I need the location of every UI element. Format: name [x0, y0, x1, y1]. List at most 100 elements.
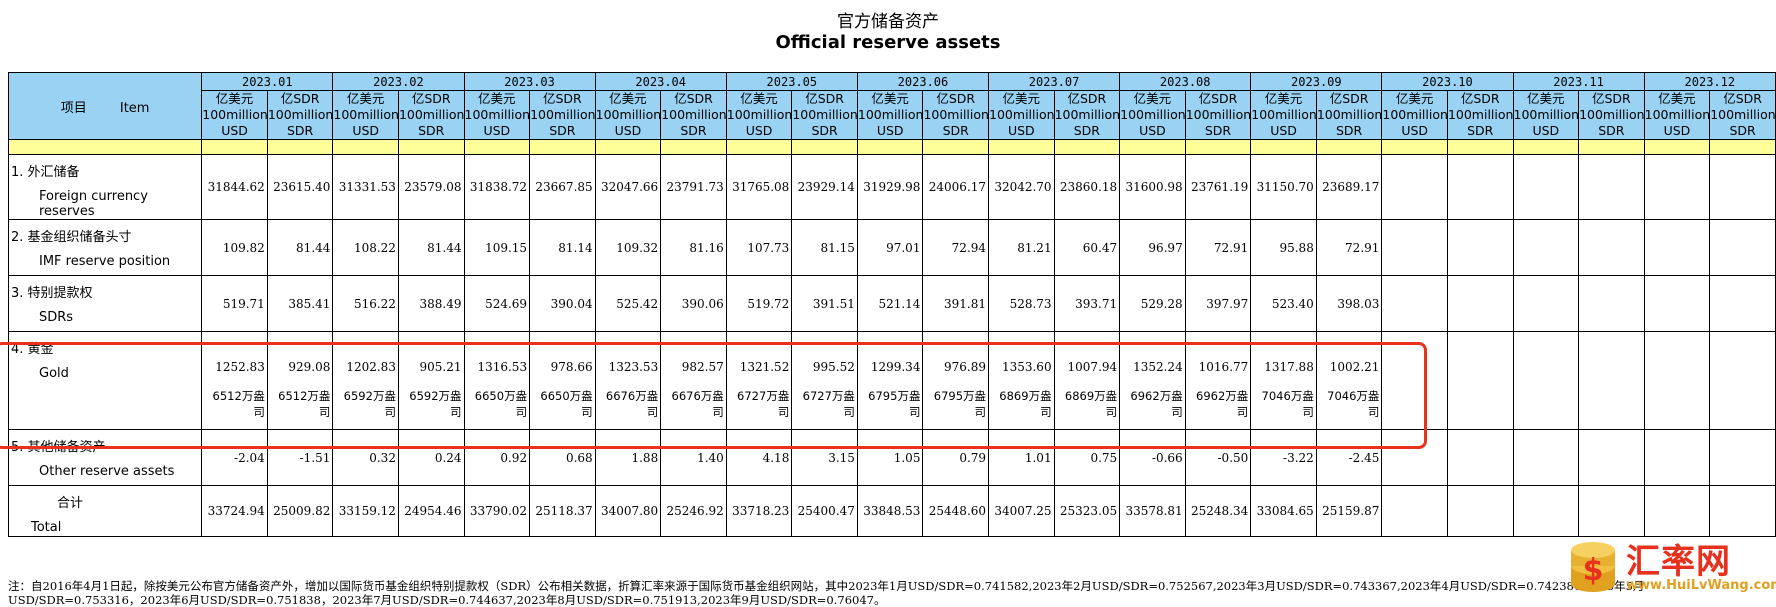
- value-cell: 0.68: [529, 429, 596, 486]
- month-header: 2023.07: [988, 72, 1121, 91]
- value-cell: 31844.62: [201, 154, 268, 220]
- unit-line: 亿SDR: [411, 91, 451, 107]
- svg-text:$: $: [1583, 553, 1604, 588]
- unit-line: SDR: [811, 123, 838, 138]
- value-cell: 1007.94 6869万盎司: [1053, 331, 1121, 430]
- value-cell: 81.21: [988, 219, 1055, 276]
- unit-line: 100million: [202, 107, 268, 122]
- ounce-text: 6795万盎司: [868, 389, 921, 419]
- table-row: 2. 基金组织储备头寸 IMF reserve position 109.82 81.…: [7, 219, 1776, 276]
- empty-cell: [1578, 485, 1645, 537]
- value-cell: 23791.73: [660, 154, 727, 220]
- value-cell: 107.73: [725, 219, 793, 276]
- value-cell: -2.45: [1315, 429, 1383, 486]
- unit-line: 亿美元: [740, 91, 778, 107]
- empty-cell: [1643, 331, 1711, 430]
- value-cell: 390.04: [529, 275, 596, 332]
- value-cell: 33159.12: [332, 485, 399, 537]
- unit-sdr-header: 亿SDR 100million SDR: [397, 90, 465, 140]
- value-text: 1316.53: [477, 360, 528, 374]
- ounce-text: 6795万盎司: [933, 389, 987, 419]
- unit-line: 亿SDR: [542, 91, 582, 107]
- empty-cell: [1381, 154, 1448, 220]
- value-cell: 25159.87: [1315, 485, 1383, 537]
- unit-line: SDR: [1729, 123, 1756, 138]
- yellow-band-cell: [1184, 139, 1252, 155]
- value-cell: 25118.37: [529, 485, 596, 537]
- value-cell: 0.79: [922, 429, 990, 486]
- value-cell: 385.41: [266, 275, 334, 332]
- yellow-band: [7, 139, 203, 155]
- value-cell: 23579.08: [397, 154, 465, 220]
- value-cell: 391.51: [791, 275, 858, 332]
- month-header: 2023.02: [332, 72, 465, 91]
- yellow-band-cell: [725, 139, 793, 155]
- ounce-text: 6592万盎司: [343, 389, 396, 419]
- month-header: 2023.03: [463, 72, 596, 91]
- ounce-text: 6869万盎司: [1064, 389, 1118, 419]
- value-cell: 72.91: [1315, 219, 1383, 276]
- yellow-band-cell: [1512, 139, 1580, 155]
- empty-cell: [1512, 154, 1580, 220]
- unit-line: 100million: [1316, 107, 1382, 122]
- yellow-band-cell: [266, 139, 334, 155]
- unit-line: 亿SDR: [936, 91, 976, 107]
- unit-line: 100million: [792, 107, 858, 122]
- value-text: 929.08: [288, 360, 331, 374]
- unit-line: 亿美元: [1527, 91, 1565, 107]
- empty-cell: [1578, 219, 1645, 276]
- unit-line: USD: [1401, 123, 1429, 138]
- value-text: 1323.53: [608, 360, 659, 374]
- ounce-text: 6727万盎司: [802, 389, 855, 419]
- value-text: 982.57: [681, 360, 724, 374]
- unit-line: 100million: [923, 107, 989, 122]
- value-text: 1007.94: [1067, 360, 1118, 374]
- unit-line: SDR: [418, 123, 445, 138]
- value-cell: -0.66: [1119, 429, 1186, 486]
- value-cell: 519.71: [201, 275, 268, 332]
- unit-usd-header: 亿美元 100million USD: [1643, 90, 1711, 140]
- value-cell: 1323.53 6676万盎司: [594, 331, 662, 430]
- unit-line: 100million: [989, 107, 1055, 122]
- unit-line: USD: [1007, 123, 1035, 138]
- value-cell: 81.44: [397, 219, 465, 276]
- value-cell: 1252.83 6512万盎司: [201, 331, 268, 430]
- value-text: 1016.77: [1198, 360, 1249, 374]
- value-cell: 1.88: [594, 429, 662, 486]
- unit-line: 100million: [1710, 107, 1776, 122]
- empty-cell: [1512, 331, 1580, 430]
- value-cell: 1353.60 6869万盎司: [988, 331, 1055, 430]
- value-cell: -3.22: [1250, 429, 1317, 486]
- value-cell: 25400.47: [791, 485, 858, 537]
- yellow-band-cell: [1578, 139, 1645, 155]
- value-cell: 31600.98: [1119, 154, 1186, 220]
- value-cell: 397.97: [1184, 275, 1252, 332]
- ounce-text: 7046万盎司: [1327, 389, 1380, 419]
- row-label-en: Gold: [39, 366, 69, 381]
- unit-line: 100million: [1579, 107, 1645, 122]
- value-cell: 95.88: [1250, 219, 1317, 276]
- month-header: 2023.11: [1512, 72, 1645, 91]
- value-cell: 1.01: [988, 429, 1055, 486]
- empty-cell: [1381, 429, 1448, 486]
- row-label: 合计 Total: [7, 485, 203, 537]
- value-cell: 34007.80: [594, 485, 662, 537]
- month-header: 2023.01: [201, 72, 334, 91]
- unit-usd-header: 亿美元 100million USD: [594, 90, 662, 140]
- item-header: 项目 Item: [7, 72, 203, 140]
- value-cell: 81.14: [529, 219, 596, 276]
- value-text: 1002.21: [1329, 360, 1380, 374]
- value-text: 1317.88: [1264, 360, 1314, 374]
- ounce-text: 6650万盎司: [474, 389, 528, 419]
- ounce-text: 6727万盎司: [737, 389, 790, 419]
- value-cell: 81.15: [791, 219, 858, 276]
- row-label-en: SDRs: [39, 310, 74, 325]
- empty-cell: [1381, 331, 1448, 430]
- value-cell: 25323.05: [1053, 485, 1121, 537]
- unit-line: 亿美元: [871, 91, 909, 107]
- ounce-text: 6512万盎司: [212, 389, 265, 419]
- empty-cell: [1709, 429, 1776, 486]
- value-cell: 1016.77 6962万盎司: [1184, 331, 1252, 430]
- yellow-band-cell: [856, 139, 924, 155]
- unit-line: SDR: [1598, 123, 1625, 138]
